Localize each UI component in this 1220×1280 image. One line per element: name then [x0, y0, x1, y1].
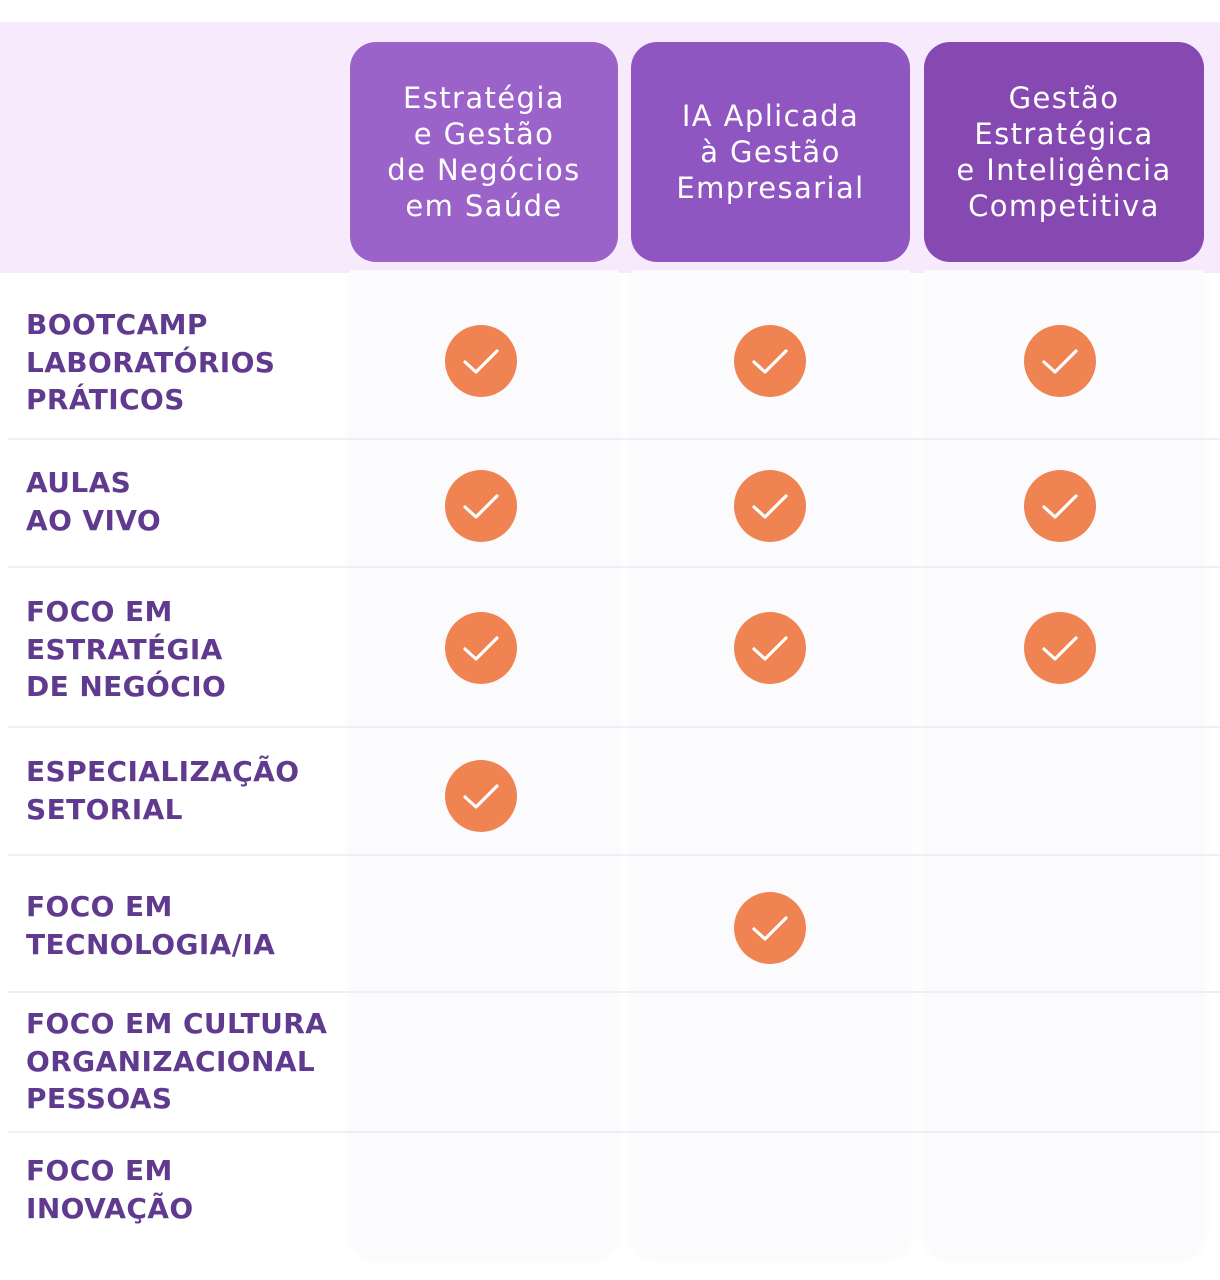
- column-header-ia-aplicada: IA Aplicada à Gestão Empresarial: [631, 42, 910, 262]
- row-divider: [8, 438, 1220, 440]
- column-header-title: Estratégia e Gestão de Negócios em Saúde: [387, 81, 581, 223]
- row-divider: [8, 1131, 1220, 1133]
- row-label-aulas-ao-vivo: AULAS AO VIVO: [26, 466, 162, 537]
- row-divider: [8, 991, 1220, 993]
- row-divider: [8, 854, 1220, 856]
- column-header-estrategia-gestao-saude: Estratégia e Gestão de Negócios em Saúde: [350, 42, 618, 262]
- check-circle-icon: [1024, 325, 1096, 397]
- check-circle-icon: [445, 470, 517, 542]
- row-label-foco-inovacao: FOCO EM INOVAÇÃO: [26, 1154, 194, 1225]
- column-header-gestao-estrategica: Gestão Estratégica e Inteligência Compet…: [924, 42, 1204, 262]
- row-label-foco-cultura: FOCO EM CULTURA ORGANIZACIONAL PESSOAS: [26, 1007, 328, 1115]
- check-circle-icon: [445, 760, 517, 832]
- column-body-2: [631, 270, 910, 1255]
- check-circle-icon: [734, 325, 806, 397]
- column-body-3: [924, 270, 1204, 1255]
- check-circle-icon: [734, 892, 806, 964]
- check-circle-icon: [445, 325, 517, 397]
- row-label-especializacao: ESPECIALIZAÇÃO SETORIAL: [26, 755, 300, 826]
- check-circle-icon: [734, 612, 806, 684]
- row-label-foco-tecnologia: FOCO EM TECNOLOGIA/IA: [26, 890, 276, 961]
- check-circle-icon: [445, 612, 517, 684]
- column-header-title: IA Aplicada à Gestão Empresarial: [676, 99, 865, 205]
- row-divider: [8, 726, 1220, 728]
- check-circle-icon: [1024, 470, 1096, 542]
- column-header-title: Gestão Estratégica e Inteligência Compet…: [956, 81, 1172, 223]
- row-divider: [8, 566, 1220, 568]
- row-label-foco-estrategia: FOCO EM ESTRATÉGIA DE NEGÓCIO: [26, 595, 227, 703]
- row-label-bootcamp: BOOTCAMP LABORATÓRIOS PRÁTICOS: [26, 308, 276, 416]
- check-circle-icon: [734, 470, 806, 542]
- check-circle-icon: [1024, 612, 1096, 684]
